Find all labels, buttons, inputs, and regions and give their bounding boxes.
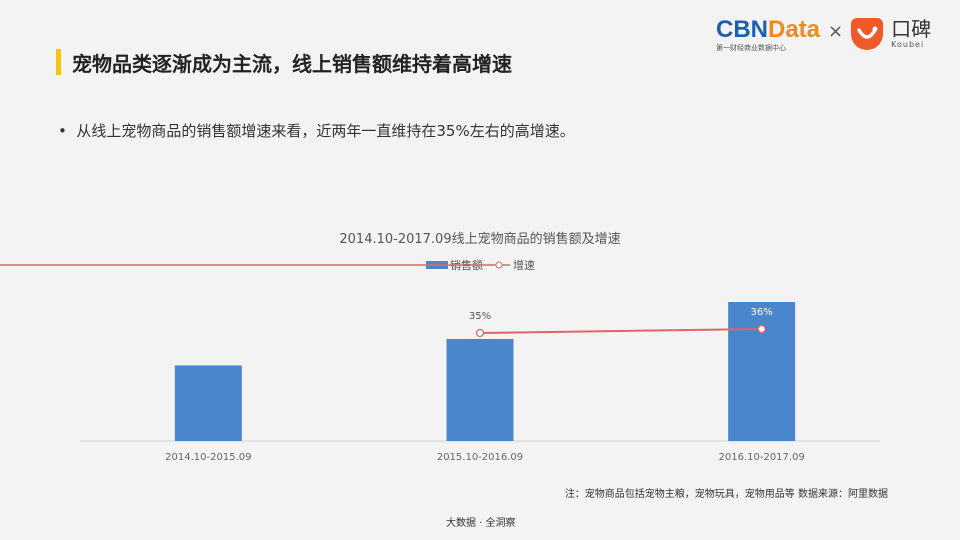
title-accent-bar	[56, 49, 61, 75]
growth-data-label: 36%	[751, 307, 773, 318]
logo-group: CBNData 第一财经商业数据中心 × 口碑 Koubei	[716, 18, 931, 53]
bar	[446, 339, 514, 441]
page-title: 宠物品类逐渐成为主流，线上销售额维持着高增速	[72, 52, 512, 76]
koubei-logo: 口碑 Koubei	[891, 17, 932, 49]
bar	[174, 365, 242, 441]
bar	[728, 302, 796, 441]
x-tick-label: 2014.10-2015.09	[165, 452, 251, 463]
bullet-text: • 从线上宠物商品的销售额增速来看，近两年一直维持在35%左右的高增速。	[58, 122, 575, 140]
growth-point	[757, 324, 766, 334]
legend: 销售额 增速	[0, 258, 535, 272]
bullet-label: 从线上宠物商品的销售额增速来看，近两年一直维持在35%左右的高增速。	[76, 122, 575, 140]
cbndata-logo: CBNData 第一财经商业数据中心	[716, 16, 821, 53]
legend-line-marker	[495, 261, 503, 269]
chart-title: 2014.10-2017.09线上宠物商品的销售额及增速	[339, 231, 620, 247]
times-sign: ×	[828, 21, 844, 42]
x-tick-label: 2016.10-2017.09	[719, 452, 805, 463]
legend-line-label: 增速	[513, 258, 535, 272]
koubei-smile-icon	[851, 18, 884, 50]
growth-data-label: 35%	[469, 311, 491, 322]
growth-line	[479, 328, 762, 334]
x-tick-label: 2015.10-2016.09	[437, 452, 523, 463]
source-note: 注：宠物商品包括宠物主粮，宠物玩具，宠物用品等 数据来源：阿里数据	[564, 489, 888, 500]
footer-text: 大数据 · 全洞察	[446, 518, 516, 529]
growth-point	[475, 328, 485, 338]
